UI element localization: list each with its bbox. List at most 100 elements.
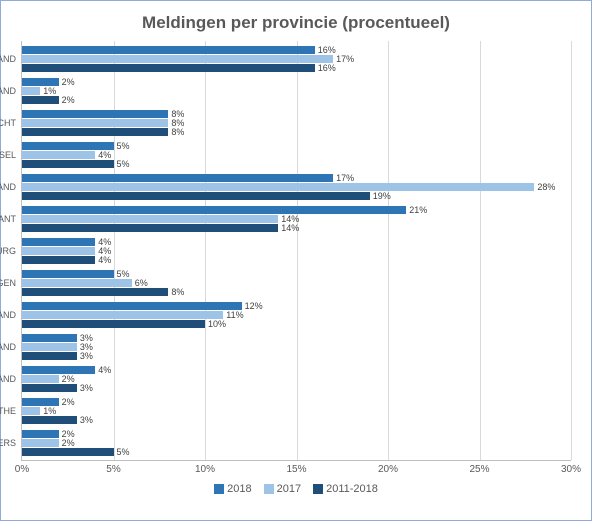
bar: [22, 334, 77, 342]
bar-value-label: 4%: [98, 151, 111, 159]
y-category-label: DRENTHE: [0, 406, 22, 416]
legend-item: 2011-2018: [313, 483, 378, 495]
bar: [22, 247, 95, 255]
grid-line: [297, 41, 298, 460]
bar-value-label: 21%: [409, 206, 427, 214]
y-category-label: OVERIJSSEL: [0, 150, 22, 160]
bar-value-label: 5%: [117, 142, 130, 150]
x-tick-label: 5%: [106, 460, 120, 475]
bar: [22, 224, 278, 232]
bar: [22, 270, 114, 278]
bar: [22, 78, 59, 86]
y-category-label: ZEELAND: [0, 86, 22, 96]
bar-value-label: 14%: [281, 215, 299, 223]
y-category-label: FRIESLAND: [0, 342, 22, 352]
bar: [22, 206, 406, 214]
bar: [22, 343, 77, 351]
y-category-label: ZUID-HOLLAND: [0, 54, 22, 64]
bar-value-label: 2%: [62, 375, 75, 383]
bar: [22, 416, 77, 424]
legend-label: 2017: [277, 483, 301, 495]
bar-value-label: 19%: [373, 192, 391, 200]
bar-value-label: 5%: [117, 270, 130, 278]
legend-item: 2017: [264, 483, 301, 495]
bar-value-label: 8%: [171, 119, 184, 127]
bar-value-label: 28%: [537, 183, 555, 191]
bar-value-label: 2%: [62, 78, 75, 86]
x-tick-label: 25%: [469, 460, 489, 475]
grid-line: [205, 41, 206, 460]
bar-value-label: 1%: [43, 87, 56, 95]
y-category-label: FLEVOLAND: [0, 374, 22, 384]
bar-value-label: 3%: [80, 343, 93, 351]
plot-area: 0%5%10%15%20%25%30%ZUID-HOLLAND16%17%16%…: [21, 41, 571, 461]
bar: [22, 46, 315, 54]
bar-value-label: 4%: [98, 256, 111, 264]
bar-value-label: 17%: [336, 55, 354, 63]
x-tick-label: 15%: [286, 460, 306, 475]
bar-value-label: 2%: [62, 430, 75, 438]
bar: [22, 256, 95, 264]
bar: [22, 160, 114, 168]
bar: [22, 87, 40, 95]
bar-value-label: 8%: [171, 128, 184, 136]
bar: [22, 398, 59, 406]
bar: [22, 320, 205, 328]
grid-line: [480, 41, 481, 460]
bar: [22, 352, 77, 360]
bar-value-label: 8%: [171, 288, 184, 296]
bar-value-label: 4%: [98, 247, 111, 255]
bar: [22, 288, 168, 296]
bar-value-label: 3%: [80, 352, 93, 360]
bar: [22, 128, 168, 136]
bar: [22, 142, 114, 150]
x-tick-label: 30%: [561, 460, 581, 475]
bar: [22, 238, 95, 246]
legend-label: 2011-2018: [326, 483, 378, 495]
bar-value-label: 2%: [62, 96, 75, 104]
bar-value-label: 5%: [117, 448, 130, 456]
bar-value-label: 12%: [245, 302, 263, 310]
legend-item: 2018: [214, 483, 251, 495]
grid-line: [571, 41, 572, 460]
bar: [22, 215, 278, 223]
bar: [22, 384, 77, 392]
y-category-label: GELDERLAND: [0, 310, 22, 320]
bar-value-label: 17%: [336, 174, 354, 182]
bar: [22, 119, 168, 127]
x-tick-label: 10%: [195, 460, 215, 475]
bar: [22, 183, 534, 191]
bar-value-label: 14%: [281, 224, 299, 232]
bar: [22, 174, 333, 182]
legend-swatch: [264, 484, 274, 494]
y-category-label: NOORD-BRABANT: [0, 214, 22, 224]
bar-value-label: 4%: [98, 366, 111, 374]
bar: [22, 302, 242, 310]
y-category-label: ANDERS: [0, 438, 22, 448]
legend-swatch: [313, 484, 323, 494]
bar: [22, 279, 132, 287]
grid-line: [114, 41, 115, 460]
bar-value-label: 8%: [171, 110, 184, 118]
bar-value-label: 3%: [80, 334, 93, 342]
legend: 2018 2017 2011-2018: [21, 483, 571, 495]
bar-value-label: 3%: [80, 384, 93, 392]
bar: [22, 375, 59, 383]
bar: [22, 407, 40, 415]
bar-value-label: 2%: [62, 439, 75, 447]
bar: [22, 55, 333, 63]
bar-value-label: 6%: [135, 279, 148, 287]
bar-value-label: 1%: [43, 407, 56, 415]
x-tick-label: 0%: [15, 460, 29, 475]
bar-value-label: 16%: [318, 64, 336, 72]
bar-value-label: 2%: [62, 398, 75, 406]
y-category-label: GRONINGEN: [0, 278, 22, 288]
bar: [22, 311, 223, 319]
bar: [22, 448, 114, 456]
y-category-label: LIMBURG: [0, 246, 22, 256]
x-tick-label: 20%: [378, 460, 398, 475]
bar: [22, 151, 95, 159]
grid-line: [388, 41, 389, 460]
bar: [22, 366, 95, 374]
chart-title: Meldingen per provincie (procentueel): [21, 13, 571, 33]
